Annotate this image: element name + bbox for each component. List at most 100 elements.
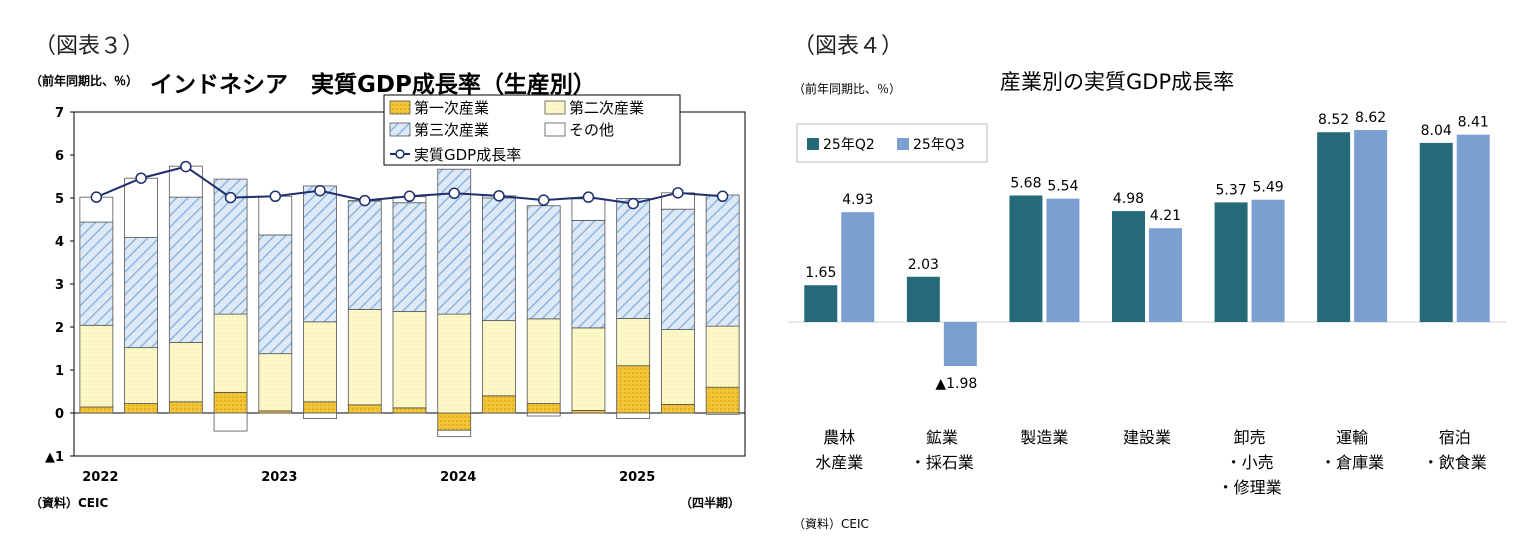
chart3-bar-segment [392, 311, 427, 409]
chart3-bar-segment [79, 221, 114, 326]
chart3-bar-segment [213, 391, 248, 414]
chart3-y-tick-label: 4 [55, 235, 64, 250]
chart3-legend-label: 第二次産業 [569, 99, 644, 117]
chart3-bar-segment [705, 194, 740, 327]
chart3-bar-segment [347, 308, 382, 406]
chart3-gdp-point [627, 197, 639, 210]
chart4-bar [804, 285, 838, 322]
chart4-legend-swatch [897, 138, 909, 150]
chart3-bar-segment [303, 185, 337, 323]
chart3-xlabel: （四半期） [680, 496, 741, 510]
chart3-bar-segment [661, 403, 695, 414]
chart4-data-label: 5.37 [1215, 182, 1246, 198]
chart3-bar-segment [526, 318, 561, 404]
chart4-category-label: ・修理業 [1218, 478, 1282, 497]
chart3-bar-segment [124, 347, 158, 404]
chart4-data-label: 5.68 [1010, 175, 1041, 191]
chart3-y-tick-label: 2 [55, 321, 64, 336]
chart4-data-label: 8.41 [1458, 115, 1489, 131]
chart3-y-tick-label: 7 [55, 106, 64, 121]
chart3-bar-segment [213, 412, 248, 432]
chart3-legend-label: 第一次産業 [414, 99, 489, 117]
chart4-bar [841, 212, 875, 322]
chart3-bar-segment [347, 200, 382, 310]
chart4-legend-swatch [807, 138, 819, 150]
chart3-gdp-point [180, 160, 192, 173]
chart4-bar [1112, 211, 1145, 322]
chart3-bar-segment [303, 412, 337, 419]
chart3-unit-label: （前年同期比、％） [30, 74, 139, 88]
chart3-gdp-point [90, 191, 103, 203]
chart4-svg: 25年Q2 25年Q3 1.65 4.93 2.03 ▲1.98 5.68 5.54 4.98… [788, 110, 1506, 497]
chart4-category-label: 卸売 [1234, 428, 1266, 447]
chart3-bar-segment [526, 412, 561, 417]
chart3-y-tick-label: 0 [55, 407, 64, 422]
chart3-x-tick-label: 2022 [82, 470, 118, 485]
chart3-svg: ▲1 0 1 2 3 4 5 6 7 2022 2023 2024 2025 第一次産業 第二次産業第三次… [45, 94, 746, 485]
chart4-data-label: 8.04 [1421, 123, 1452, 139]
chart3-gdp-point [269, 190, 282, 203]
chart3-legend-swatch [389, 100, 411, 115]
chart3-bar-segment [303, 321, 337, 403]
chart4-category-label: 宿泊 [1439, 428, 1471, 447]
chart4-bar [1214, 202, 1248, 322]
chart4-data-label: 4.21 [1150, 208, 1181, 224]
chart4-source: （資料）CEIC [793, 517, 869, 531]
chart4-legend-label: 25年Q3 [913, 137, 965, 153]
chart3-bar-segment [482, 395, 516, 414]
chart3-bar-segment [616, 317, 651, 367]
chart3-bar-segment [482, 197, 516, 321]
chart3-bar-segment [571, 327, 606, 411]
figure4-label: （図表４） [793, 34, 904, 59]
chart3-bar-segment [437, 313, 472, 414]
chart3-bar-segment [705, 412, 740, 415]
chart3-bar-segment [661, 329, 695, 405]
chart4-category-label: ・倉庫業 [1320, 453, 1384, 472]
chart3-gdp-point [403, 190, 416, 203]
chart3-bar-segment [347, 404, 382, 414]
chart3-legend-swatch [544, 100, 566, 115]
chart3-y-tick-label: ▲1 [45, 450, 64, 465]
chart3-bar-segment [79, 406, 114, 414]
chart3-y-tick-label: 1 [55, 364, 64, 379]
chart3-legend-label: その他 [569, 121, 614, 139]
chart4-category-label: 鉱業 [926, 428, 958, 447]
chart3-bar-segment [258, 234, 293, 355]
chart4-legend-label: 25年Q2 [823, 137, 875, 153]
chart4-category-label: 製造業 [1020, 428, 1068, 447]
chart3-gdp-point [537, 194, 550, 206]
chart3-bar-segment [616, 412, 651, 419]
chart3-bar-segment [303, 401, 337, 414]
chart3-legend [383, 94, 681, 166]
chart3-gdp-point [672, 187, 684, 199]
chart3-bar-segment [168, 196, 203, 343]
chart3-legend-line-marker [395, 149, 405, 159]
chart4-category-label: 水産業 [815, 453, 863, 472]
chart3-title: インドネシア 実質GDP成長率（生産別） [150, 72, 596, 98]
chart3-gdp-point [448, 187, 460, 200]
chart3-bar-segment [124, 403, 158, 414]
chart3-bar-segment [616, 198, 651, 319]
chart3-bar-segment [482, 320, 516, 397]
chart3-y-tick-label: 6 [55, 149, 64, 164]
chart4-category-label: 建設業 [1123, 428, 1171, 447]
chart4-unit-label: （前年同期比、％） [793, 82, 902, 96]
chart3-bar-segment [616, 365, 651, 414]
chart3-x-tick-label: 2025 [619, 470, 655, 485]
chart4-title: 産業別の実質GDP成長率 [1000, 70, 1235, 94]
chart3-bar-segment [168, 401, 203, 414]
chart4-data-label: 5.49 [1252, 180, 1283, 196]
chart3-legend-swatch [544, 122, 566, 137]
chart3-bar-segment [705, 386, 740, 414]
chart3-bar-segment [571, 219, 606, 329]
chart3-bar-segment [168, 342, 203, 403]
chart4-bar [1046, 198, 1080, 322]
chart4-data-label: 2.03 [908, 257, 939, 273]
chart3-bar-segment [526, 403, 561, 414]
chart4-category-label: ・小売 [1226, 453, 1274, 472]
chart4-bar [1251, 199, 1285, 322]
chart3-gdp-point [314, 184, 326, 197]
chart4-bar [906, 276, 940, 322]
chart3-x-tick-label: 2023 [261, 470, 297, 485]
chart4-bar [1149, 228, 1182, 322]
